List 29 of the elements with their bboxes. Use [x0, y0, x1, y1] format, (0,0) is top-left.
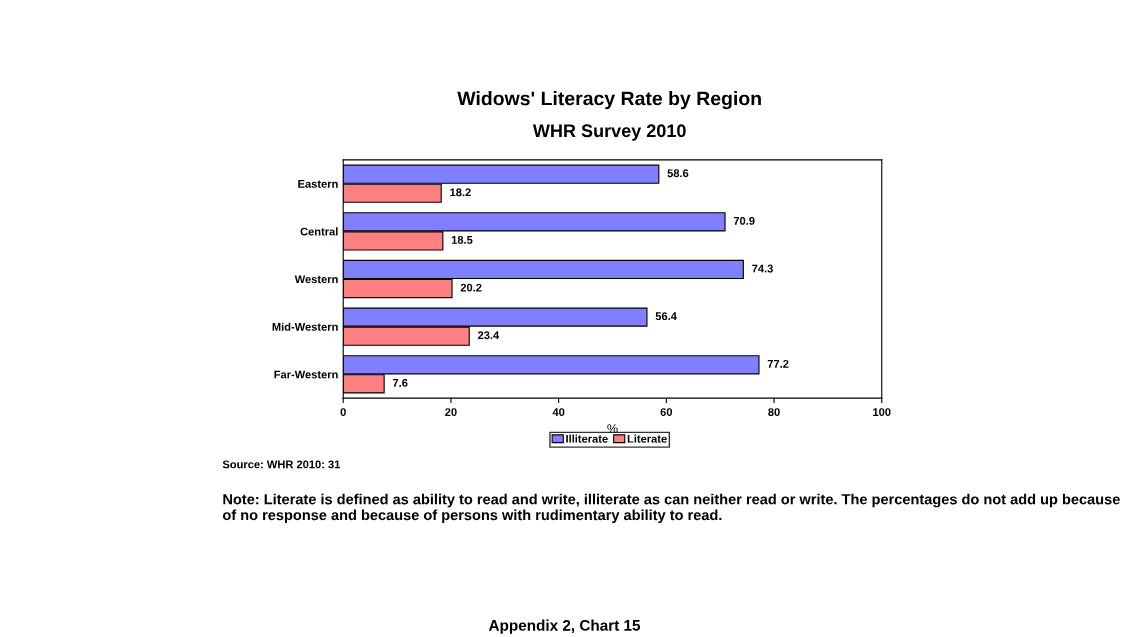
- legend-label: Literate: [627, 434, 667, 443]
- x-tick-label: 20: [445, 408, 457, 417]
- y-tick-label: Far-Western: [274, 370, 338, 379]
- x-tick-label: 60: [660, 408, 673, 417]
- chart-title: Widows' Literacy Rate by Region: [457, 91, 761, 110]
- y-tick-label: Mid-Western: [272, 322, 338, 331]
- data-label: 58.6: [667, 169, 689, 178]
- source-note: Source: WHR 2010: 31: [222, 460, 341, 469]
- x-axis-title: %: [607, 424, 618, 433]
- text: Appendix 2, Chart 15: [488, 619, 641, 634]
- data-label: 23.4: [477, 331, 500, 340]
- text: Note: Literate is defined as ability to read and write, illiterate as can neither read or write. The percentages do not add up because of no response and because of persons with rudimentary ability to read.: [222, 493, 1120, 524]
- x-tick-label: 100: [873, 408, 891, 417]
- x-tick-label: 40: [552, 408, 565, 417]
- data-label: 70.9: [733, 216, 755, 225]
- data-label: 74.3: [752, 264, 773, 273]
- legend-label: Illiterate: [566, 434, 608, 443]
- y-tick-label: Western: [294, 275, 338, 284]
- data-label: 18.5: [451, 236, 473, 244]
- data-label: 77.2: [767, 359, 789, 368]
- x-tick-label: 0: [340, 408, 346, 417]
- data-label: 56.4: [655, 312, 677, 321]
- y-tick-label: Eastern: [298, 180, 338, 188]
- x-tick-label: 80: [768, 408, 780, 417]
- data-label: 7.6: [392, 378, 408, 387]
- y-tick-label: Central: [300, 227, 338, 236]
- chart-subtitle: WHR Survey 2010: [532, 124, 686, 141]
- data-label: 20.2: [460, 283, 482, 292]
- data-label: 18.2: [450, 188, 471, 197]
